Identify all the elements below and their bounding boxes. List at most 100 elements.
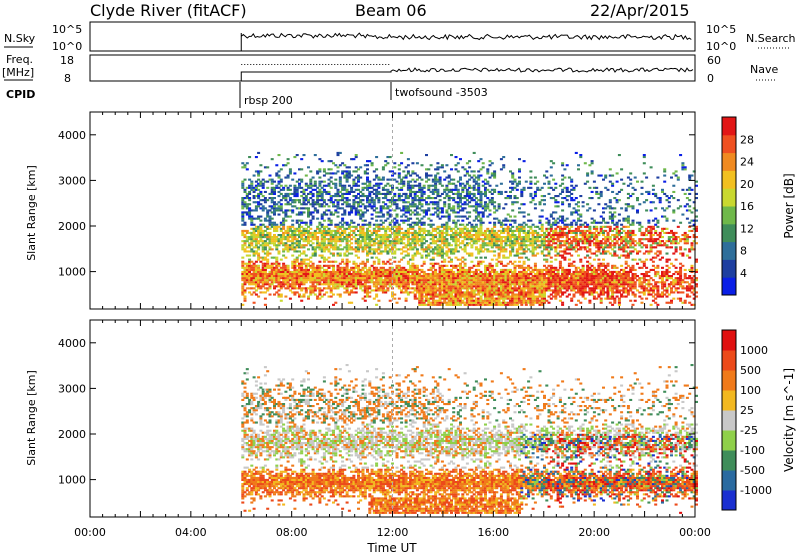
range-gate-cell: [448, 218, 451, 220]
range-gate-cell: [423, 271, 426, 273]
range-gate-cell: [278, 244, 281, 246]
range-gate-cell: [371, 162, 374, 164]
range-gate-cell: [418, 183, 421, 185]
range-gate-cell: [257, 267, 260, 269]
range-gate-cell: [337, 154, 340, 156]
range-gate-cell: [486, 197, 489, 199]
range-gate-cell: [525, 246, 528, 248]
range-gate-cell: [480, 226, 483, 228]
range-gate-cell: [273, 294, 276, 296]
range-gate-cell: [500, 168, 503, 170]
range-gate-cell: [498, 253, 501, 255]
range-gate-cell: [455, 267, 458, 269]
range-gate-cell: [266, 166, 269, 168]
range-gate-cell: [312, 265, 315, 267]
range-gate-cell: [375, 294, 378, 296]
range-gate-cell: [348, 214, 351, 216]
range-gate-cell: [307, 166, 310, 168]
range-gate-cell: [423, 232, 426, 234]
range-gate-cell: [495, 271, 498, 273]
range-gate-cell: [427, 244, 430, 246]
range-gate-cell: [352, 269, 355, 271]
range-gate-cell: [423, 187, 426, 189]
range-gate-cell: [411, 248, 414, 250]
range-gate-cell: [357, 185, 360, 187]
nave-dot: [373, 64, 374, 65]
nave-dot: [319, 64, 320, 65]
range-gate-cell: [477, 294, 480, 296]
range-gate-cell: [416, 267, 419, 269]
range-gate-cell: [452, 205, 455, 207]
range-gate-cell: [396, 302, 399, 304]
range-gate-cell: [468, 166, 471, 168]
range-gate-cell: [305, 291, 308, 293]
range-gate-cell: [266, 255, 269, 257]
range-gate-cell: [321, 216, 324, 218]
range-gate-cell: [529, 201, 532, 203]
range-gate-cell: [502, 166, 505, 168]
range-gate-cell: [396, 187, 399, 189]
range-gate-cell: [291, 226, 294, 228]
range-gate-cell: [314, 230, 317, 232]
range-gate-cell: [368, 224, 371, 226]
range-gate-cell: [350, 189, 353, 191]
range-gate-cell: [257, 175, 260, 177]
range-gate-cell: [393, 166, 396, 168]
range-gate-cell: [287, 267, 290, 269]
range-gate-cell: [346, 265, 349, 267]
range-gate-cell: [266, 211, 269, 213]
range-gate-cell: [493, 201, 496, 203]
range-gate-cell: [287, 250, 290, 252]
range-gate-cell: [314, 185, 317, 187]
range-gate-cell: [423, 263, 426, 265]
range-gate-cell: [400, 253, 403, 255]
range-gate-cell: [495, 232, 498, 234]
range-gate-cell: [368, 269, 371, 271]
range-gate-cell: [480, 220, 483, 222]
range-gate-cell: [364, 183, 367, 185]
range-gate-cell: [323, 201, 326, 203]
range-gate-cell: [534, 248, 537, 250]
range-gate-cell: [407, 255, 410, 257]
range-gate-cell: [441, 211, 444, 213]
range-gate-cell: [305, 203, 308, 205]
range-gate-cell: [375, 296, 378, 298]
range-gate-cell: [241, 220, 244, 222]
range-gate-cell: [407, 183, 410, 185]
range-gate-cell: [244, 300, 247, 302]
range-gate-cell: [459, 289, 462, 291]
range-gate-cell: [359, 177, 362, 179]
range-gate-cell: [362, 269, 365, 271]
station-title: Clyde River (fitACF): [90, 1, 247, 20]
range-gate-cell: [466, 170, 469, 172]
range-gate-cell: [407, 230, 410, 232]
range-gate-cell: [457, 240, 460, 242]
nave-dot: [358, 64, 359, 65]
range-gate-cell: [337, 230, 340, 232]
range-gate-cell: [337, 287, 340, 289]
nave-dot: [301, 64, 302, 65]
range-gate-cell: [411, 179, 414, 181]
range-gate-cell: [507, 294, 510, 296]
range-gate-cell: [545, 300, 548, 302]
range-gate-cell: [305, 224, 308, 226]
nave-dot: [298, 64, 299, 65]
range-gate-cell: [314, 294, 317, 296]
range-gate-cell: [373, 205, 376, 207]
range-gate-cell: [244, 201, 247, 203]
nave-dot: [313, 64, 314, 65]
range-gate-cell: [355, 285, 358, 287]
range-gate-cell: [523, 261, 526, 263]
range-gate-cell: [278, 187, 281, 189]
range-gate-cell: [489, 191, 492, 193]
range-gate-cell: [439, 291, 442, 293]
range-gate-cell: [373, 228, 376, 230]
range-gate-cell: [455, 257, 458, 259]
range-gate-cell: [386, 162, 389, 164]
range-gate-cell: [362, 261, 365, 263]
range-gate-cell: [393, 253, 396, 255]
range-gate-cell: [328, 205, 331, 207]
range-gate-cell: [284, 211, 287, 213]
range-gate-cell: [475, 207, 478, 209]
range-gate-cell: [518, 168, 521, 170]
